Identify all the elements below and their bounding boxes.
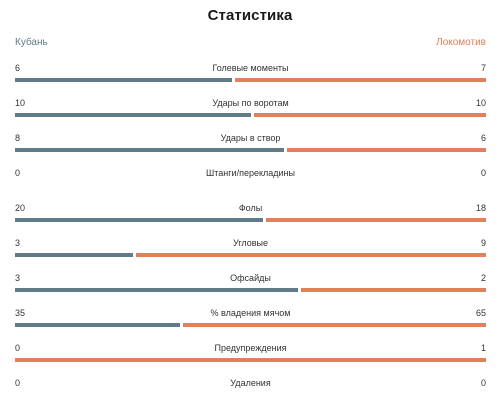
away-value: 9 xyxy=(480,238,486,248)
stat-row-red-cards: 0 Удаления 0 xyxy=(15,377,486,412)
stat-row-shots-on-target: 8 Удары в створ 6 xyxy=(15,132,486,167)
stat-label: % владения мячом xyxy=(210,308,291,318)
comparison-bar xyxy=(15,288,486,292)
home-value: 35 xyxy=(15,308,26,318)
stat-row-shots: 10 Удары по воротам 10 xyxy=(15,97,486,132)
away-value: 0 xyxy=(480,378,486,388)
home-value: 0 xyxy=(15,343,21,353)
stat-row-woodwork: 0 Штанги/перекладины 0 xyxy=(15,167,486,202)
home-value: 20 xyxy=(15,203,26,213)
away-bar xyxy=(300,288,486,292)
home-bar xyxy=(15,113,251,117)
away-bar xyxy=(287,148,486,152)
away-team-name: Локомотив xyxy=(436,37,486,48)
comparison-bar xyxy=(15,113,486,117)
away-value: 18 xyxy=(475,203,486,213)
home-bar xyxy=(15,218,263,222)
home-bar xyxy=(15,78,233,82)
stat-row-corners: 3 Угловые 9 xyxy=(15,237,486,272)
home-bar xyxy=(15,323,180,327)
stat-label: Голевые моменты xyxy=(212,63,289,73)
away-value: 7 xyxy=(480,63,486,73)
comparison-bar xyxy=(15,148,486,152)
stat-label: Угловые xyxy=(232,238,268,248)
stat-label: Офсайды xyxy=(230,273,271,283)
away-bar xyxy=(135,253,486,257)
stat-row-chances: 6 Голевые моменты 7 xyxy=(15,62,486,97)
stat-row-possession: 35 % владения мячом 65 xyxy=(15,307,486,342)
away-bar xyxy=(265,218,486,222)
comparison-bar xyxy=(15,78,486,82)
away-value: 65 xyxy=(475,308,486,318)
home-team-name: Кубань xyxy=(15,37,48,48)
home-bar xyxy=(15,148,285,152)
stat-label: Штанги/перекладины xyxy=(206,168,295,178)
stat-label: Фолы xyxy=(238,203,263,213)
home-value: 0 xyxy=(15,168,21,178)
away-value: 1 xyxy=(480,343,486,353)
away-bar xyxy=(235,78,486,82)
home-value: 8 xyxy=(15,133,21,143)
comparison-bar xyxy=(15,218,486,222)
stat-label: Удары в створ xyxy=(220,133,281,143)
stat-row-yellow-cards: 0 Предупреждения 1 xyxy=(15,342,486,377)
home-value: 3 xyxy=(15,273,21,283)
away-bar xyxy=(182,323,486,327)
home-value: 10 xyxy=(15,98,26,108)
away-value: 2 xyxy=(480,273,486,283)
comparison-bar xyxy=(15,253,486,257)
home-value: 6 xyxy=(15,63,21,73)
comparison-bar xyxy=(15,323,486,327)
stat-label: Удаления xyxy=(230,378,271,388)
home-value: 0 xyxy=(15,378,21,388)
away-value: 10 xyxy=(475,98,486,108)
away-bar xyxy=(253,113,486,117)
comparison-bar xyxy=(15,358,486,362)
stat-label: Предупреждения xyxy=(214,343,287,353)
stats-list: 6 Голевые моменты 7 10 Удары по воротам … xyxy=(15,62,486,412)
away-value: 6 xyxy=(480,133,486,143)
home-value: 3 xyxy=(15,238,21,248)
stat-row-fouls: 20 Фолы 18 xyxy=(15,202,486,237)
away-bar xyxy=(15,358,486,362)
stats-title: Статистика xyxy=(207,7,293,24)
home-bar xyxy=(15,288,298,292)
away-value: 0 xyxy=(480,168,486,178)
home-bar xyxy=(15,253,133,257)
stat-row-offsides: 3 Офсайды 2 xyxy=(15,272,486,307)
stat-label: Удары по воротам xyxy=(212,98,289,108)
